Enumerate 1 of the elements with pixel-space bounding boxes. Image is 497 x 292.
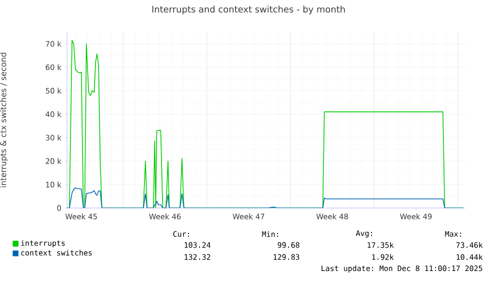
chart-title: Interrupts and context switches - by month [152, 6, 345, 14]
